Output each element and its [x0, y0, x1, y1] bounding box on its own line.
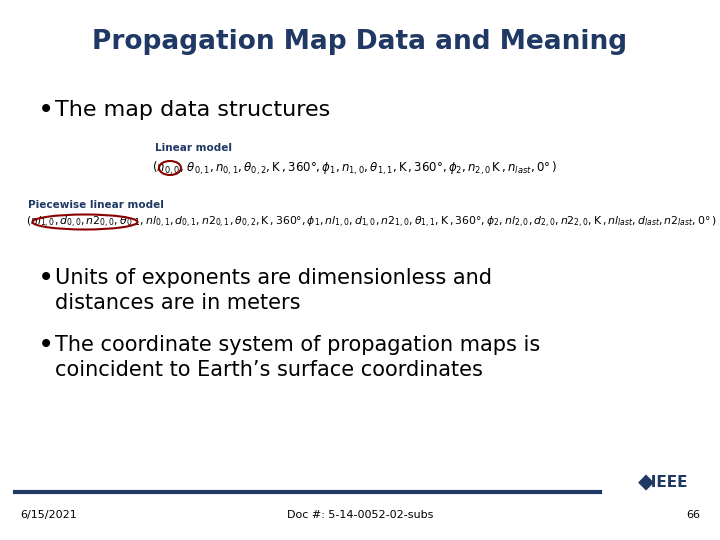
Text: The map data structures: The map data structures: [55, 100, 330, 120]
Text: ◆IEEE: ◆IEEE: [640, 475, 688, 489]
Text: •: •: [38, 96, 54, 124]
Text: Doc #: 5-14-0052-02-subs: Doc #: 5-14-0052-02-subs: [287, 510, 433, 520]
Text: coincident to Earth’s surface coordinates: coincident to Earth’s surface coordinate…: [55, 360, 483, 380]
Text: 6/15/2021: 6/15/2021: [20, 510, 77, 520]
Text: distances are in meters: distances are in meters: [55, 293, 300, 313]
Text: Units of exponents are dimensionless and: Units of exponents are dimensionless and: [55, 268, 492, 288]
Text: Propagation Map Data and Meaning: Propagation Map Data and Meaning: [92, 29, 628, 55]
Text: $( n_{0,0},\,\theta_{0,1},n_{0,1},\theta_{0,2},\mathrm{K}\,,360°,\phi_1,n_{1,0},: $( n_{0,0},\,\theta_{0,1},n_{0,1},\theta…: [152, 159, 557, 177]
Text: Piecewise linear model: Piecewise linear model: [28, 200, 164, 210]
Text: Linear model: Linear model: [155, 143, 232, 153]
Text: The coordinate system of propagation maps is: The coordinate system of propagation map…: [55, 335, 540, 355]
Text: $( nl_{1,0},d_{0,0},n2_{0,0},\theta_{0,1},nl_{0,1},d_{0,1},n2_{0,1},\theta_{0,2}: $( nl_{1,0},d_{0,0},n2_{0,0},\theta_{0,1…: [26, 214, 717, 230]
Text: •: •: [38, 264, 54, 292]
Text: •: •: [38, 331, 54, 359]
Text: 66: 66: [686, 510, 700, 520]
Text: ◆: ◆: [638, 472, 654, 492]
